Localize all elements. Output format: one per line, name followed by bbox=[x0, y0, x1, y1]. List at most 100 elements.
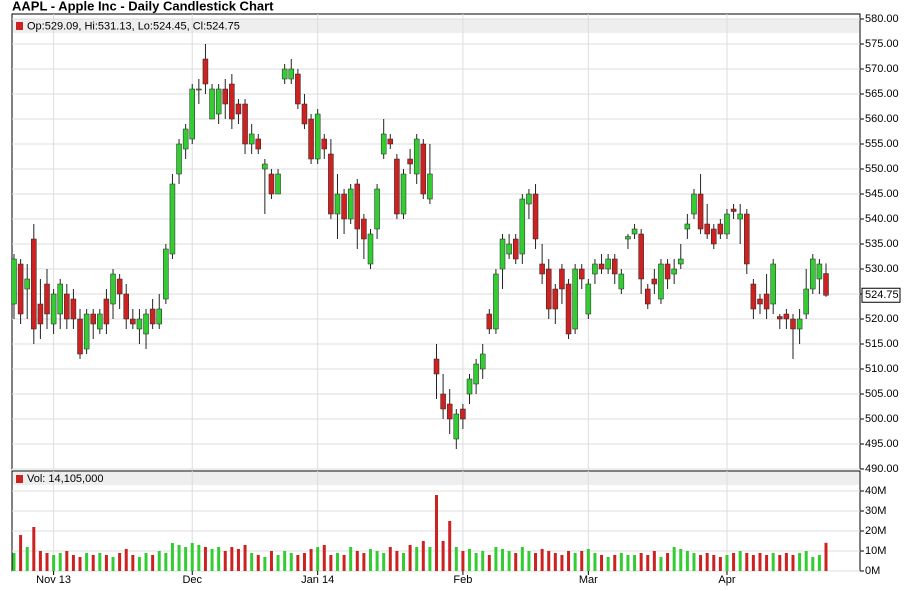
candle-body bbox=[268, 173, 275, 195]
candle-body bbox=[810, 258, 816, 290]
volume-bar bbox=[468, 549, 472, 571]
volume-bar bbox=[487, 555, 491, 571]
candle-body bbox=[387, 138, 394, 145]
y-tick-label: 515.00 bbox=[865, 338, 899, 350]
candle-body bbox=[413, 138, 420, 175]
candle-body bbox=[724, 213, 730, 235]
candle-body bbox=[103, 298, 110, 325]
volume-bar bbox=[553, 553, 557, 571]
candle-body bbox=[83, 313, 90, 350]
volume-bar bbox=[382, 553, 386, 571]
volume-bar bbox=[659, 557, 663, 571]
y-tick-label: 560.00 bbox=[865, 113, 899, 125]
candle-body bbox=[229, 83, 235, 120]
candle-body bbox=[235, 103, 242, 115]
candle-body bbox=[618, 273, 625, 290]
y-tick-label: 540.00 bbox=[865, 213, 899, 225]
volume-bar bbox=[256, 555, 260, 571]
x-tick-label: Dec bbox=[182, 574, 202, 586]
volume-bar bbox=[593, 553, 597, 571]
candle-body bbox=[347, 188, 354, 220]
volume-bar bbox=[712, 555, 716, 571]
candle-body bbox=[519, 198, 526, 255]
x-tick-label: Jan 14 bbox=[301, 574, 334, 586]
candle-body bbox=[499, 238, 506, 270]
volume-bar bbox=[771, 553, 775, 571]
candle-body bbox=[248, 133, 255, 145]
candle-body bbox=[532, 193, 539, 240]
volume-bar bbox=[71, 555, 75, 571]
volume-bar bbox=[335, 553, 339, 571]
volume-bar bbox=[104, 555, 108, 571]
volume-bar bbox=[25, 547, 29, 571]
candle-body bbox=[420, 143, 427, 195]
volume-bar bbox=[494, 547, 498, 571]
candle-body bbox=[407, 158, 413, 165]
candle-body bbox=[506, 243, 512, 255]
candle-body bbox=[460, 408, 466, 420]
volume-bar bbox=[421, 541, 425, 571]
volume-bar bbox=[401, 553, 405, 571]
candle-body bbox=[90, 313, 96, 325]
volume-bar bbox=[633, 555, 637, 571]
volume-bar bbox=[329, 555, 333, 571]
volume-bar bbox=[12, 553, 16, 571]
candle-body bbox=[242, 103, 248, 145]
candle-body bbox=[295, 73, 301, 105]
volume-bar bbox=[296, 555, 300, 571]
candle-body bbox=[77, 318, 83, 355]
volume-bar bbox=[78, 557, 82, 571]
candle-body bbox=[301, 103, 308, 125]
volume-legend-band bbox=[13, 472, 859, 485]
volume-bar bbox=[230, 547, 234, 571]
volume-bar bbox=[791, 555, 795, 571]
volume-bar bbox=[144, 553, 148, 571]
y-tick-label: 0M bbox=[865, 565, 880, 577]
volume-bar bbox=[131, 555, 135, 571]
volume-bar bbox=[765, 555, 769, 571]
volume-bar bbox=[263, 557, 267, 571]
candle-body bbox=[466, 378, 473, 395]
volume-bar bbox=[269, 551, 273, 571]
candle-body bbox=[770, 263, 776, 305]
candle-body bbox=[658, 263, 664, 300]
volume-bar bbox=[223, 551, 227, 571]
volume-bar bbox=[98, 553, 102, 571]
volume-bar bbox=[817, 555, 821, 571]
last-price-label: 524.75 bbox=[865, 289, 899, 301]
volume-bar bbox=[157, 551, 161, 571]
candle-body bbox=[704, 223, 710, 235]
legend-swatch bbox=[16, 475, 23, 483]
volume-bar bbox=[164, 553, 168, 571]
volume-bar bbox=[190, 543, 194, 571]
volume-bar bbox=[811, 557, 815, 571]
candle-body bbox=[70, 298, 77, 320]
volume-bar bbox=[316, 547, 320, 571]
candle-body bbox=[664, 263, 671, 280]
candle-body bbox=[136, 318, 143, 330]
y-tick-label: 10M bbox=[865, 545, 886, 557]
candle-body bbox=[394, 158, 400, 215]
candle-body bbox=[156, 308, 162, 325]
candle-body bbox=[552, 288, 559, 310]
candle-body bbox=[400, 173, 407, 215]
y-tick-label: 550.00 bbox=[865, 163, 899, 175]
candle-body bbox=[328, 153, 334, 215]
legend-text: Op:529.09, Hi:531.13, Lo:524.45, Cl:524.… bbox=[27, 20, 240, 32]
volume-bar bbox=[705, 553, 709, 571]
volume-bar bbox=[203, 547, 207, 571]
volume-bar bbox=[408, 545, 412, 571]
candle-body bbox=[31, 238, 37, 330]
volume-bar bbox=[646, 555, 650, 571]
candle-body bbox=[645, 288, 651, 305]
volume-bar bbox=[349, 547, 353, 571]
y-tick-label: 545.00 bbox=[865, 188, 899, 200]
x-tick-label: Apr bbox=[718, 574, 735, 586]
candle-body bbox=[64, 293, 70, 320]
candle-body bbox=[50, 293, 57, 325]
volume-bar bbox=[778, 555, 782, 571]
volume-bar bbox=[454, 547, 458, 571]
candle-body bbox=[433, 358, 440, 375]
volume-bar bbox=[52, 555, 56, 571]
